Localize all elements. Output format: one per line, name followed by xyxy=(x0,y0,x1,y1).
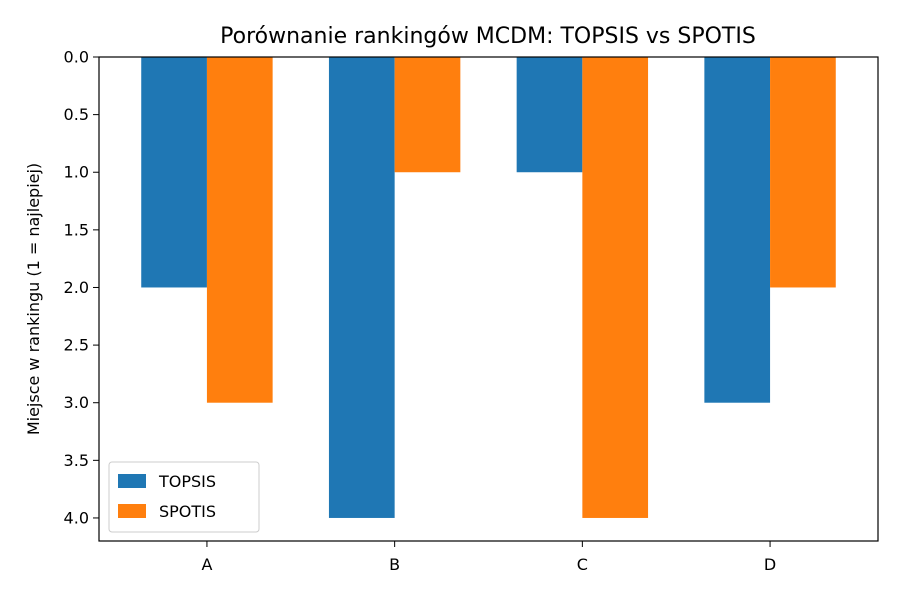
x-tick-label: D xyxy=(764,555,776,574)
bars-group xyxy=(141,57,836,518)
bar-spotis-d xyxy=(770,57,836,288)
y-tick-label: 1.5 xyxy=(64,220,89,239)
y-axis-label: Miejsce w rankingu (1 = najlepiej) xyxy=(24,163,43,435)
legend-swatch-spotis xyxy=(118,504,146,518)
y-tick-label: 0.5 xyxy=(64,105,89,124)
y-tick-label: 4.0 xyxy=(64,508,89,527)
bar-topsis-a xyxy=(141,57,207,288)
x-tick-label: B xyxy=(389,555,400,574)
x-tick-label: C xyxy=(577,555,588,574)
bar-topsis-d xyxy=(704,57,771,403)
y-tick-label: 2.5 xyxy=(64,336,89,355)
x-axis-ticks: A B C D xyxy=(201,541,776,574)
legend-swatch-topsis xyxy=(118,474,146,488)
legend-label-topsis: TOPSIS xyxy=(158,472,216,491)
y-tick-label: 2.0 xyxy=(64,278,89,297)
bar-topsis-c xyxy=(516,57,583,173)
bar-spotis-a xyxy=(206,57,273,403)
x-tick-label: A xyxy=(201,555,212,574)
y-axis-ticks: 0.0 0.5 1.0 1.5 2.0 2.5 3.0 3.5 4.0 xyxy=(64,48,99,527)
y-tick-label: 0.0 xyxy=(64,48,89,67)
plot-area-frame xyxy=(98,56,879,542)
y-tick-label: 1.0 xyxy=(64,163,89,182)
y-tick-label: 3.0 xyxy=(64,393,89,412)
bar-spotis-c xyxy=(582,57,649,518)
legend-label-spotis: SPOTIS xyxy=(159,502,216,521)
y-tick-label: 3.5 xyxy=(64,451,89,470)
legend: TOPSIS SPOTIS xyxy=(108,461,260,533)
bar-spotis-b xyxy=(394,57,461,173)
bar-topsis-b xyxy=(328,57,395,518)
chart-title: Porównanie rankingów MCDM: TOPSIS vs SPO… xyxy=(220,24,756,49)
legend-frame xyxy=(108,461,260,533)
